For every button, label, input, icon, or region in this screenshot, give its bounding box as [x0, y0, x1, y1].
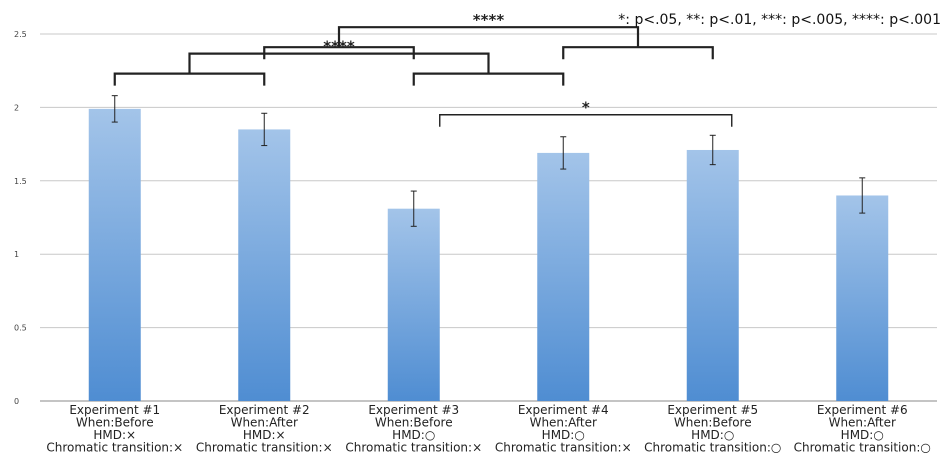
error-bars: [111, 95, 866, 227]
significance-label: *: [582, 99, 590, 117]
error-bar: [859, 177, 866, 214]
x-tick-label: Experiment #4 When:After HMD:○ Chromatic tr…: [495, 403, 632, 455]
grid-lines: [40, 33, 937, 402]
error-bar: [111, 95, 118, 123]
y-tick-label: 2: [14, 103, 19, 112]
error-bar: [709, 134, 716, 166]
bar: [387, 208, 440, 401]
x-tick-label: Experiment #5 When:Before HMD:○ Chromatic t…: [644, 403, 781, 455]
x-tick-label: Experiment #2 When:After HMD:× Chromatic tr…: [196, 403, 333, 455]
y-tick-label: 1.5: [14, 177, 27, 186]
y-axis-ticks: 0 0.5 1 1.5 2 2.5: [14, 30, 27, 406]
bars: [88, 108, 889, 402]
significance-brackets: *********: [113, 11, 733, 127]
significance-label: ****: [473, 11, 505, 29]
bar: [537, 152, 590, 401]
error-bar: [560, 136, 567, 170]
x-tick-label: Experiment #1 When:Before HMD:× Chromatic t…: [46, 403, 183, 455]
x-tick-label: Experiment #3 When:Before HMD:○ Chromatic t…: [345, 403, 482, 455]
y-tick-label: 0: [14, 397, 19, 406]
y-tick-label: 1: [14, 250, 19, 259]
bar: [88, 108, 141, 402]
y-tick-label: 2.5: [14, 30, 27, 39]
x-tick-label: Experiment #6 When:After HMD:○ Chromatic tr…: [794, 403, 931, 455]
significance-bracket: *: [439, 99, 733, 127]
bar: [686, 149, 739, 401]
error-bar: [261, 112, 268, 147]
x-axis-labels: Experiment #1 When:Before HMD:× Chromatic t…: [46, 403, 930, 455]
error-bar: [410, 190, 417, 227]
significance-bracket: ****: [263, 11, 714, 60]
y-tick-label: 0.5: [14, 324, 27, 333]
significance-note: *: p<.05, **: p<.01, ***: p<.005, ****: …: [618, 12, 941, 28]
bar: [238, 129, 291, 402]
bar: [836, 195, 889, 401]
